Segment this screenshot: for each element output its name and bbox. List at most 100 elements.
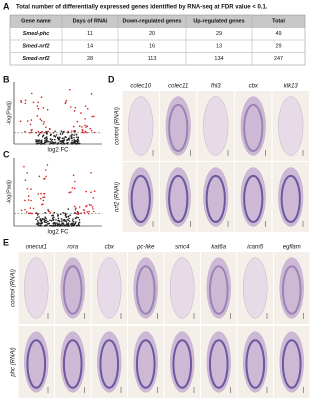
point — [57, 137, 59, 140]
point — [86, 108, 89, 110]
point — [40, 219, 42, 221]
point — [24, 102, 27, 105]
staining — [26, 339, 47, 389]
point — [29, 123, 32, 126]
point — [76, 216, 78, 218]
point — [30, 129, 33, 132]
point — [65, 216, 68, 219]
column-label: egflam — [283, 245, 301, 251]
point — [68, 137, 70, 139]
point — [30, 188, 32, 190]
point — [73, 134, 75, 136]
point — [32, 207, 35, 210]
x-axis-label: log2 FC — [47, 230, 69, 236]
point — [52, 131, 55, 134]
point — [50, 224, 53, 227]
point — [24, 99, 27, 102]
point — [73, 205, 76, 208]
point — [30, 92, 33, 95]
point — [70, 134, 73, 137]
point — [27, 195, 30, 197]
point — [26, 187, 29, 190]
point — [36, 105, 39, 107]
point — [45, 175, 47, 178]
planarian — [128, 96, 154, 156]
planarian — [203, 96, 229, 156]
point — [58, 223, 61, 226]
point — [68, 217, 70, 220]
point — [40, 131, 43, 134]
point — [57, 142, 60, 144]
point — [51, 138, 54, 141]
point — [80, 212, 82, 215]
panel-label: A — [3, 1, 10, 11]
point — [35, 140, 38, 142]
table-cell: 134 — [214, 56, 223, 62]
point — [81, 126, 83, 128]
point — [49, 128, 51, 130]
point — [31, 212, 33, 215]
point — [42, 203, 44, 205]
table-cell: Smed-nrf2 — [22, 44, 49, 50]
staining — [208, 265, 229, 315]
point — [86, 125, 89, 128]
staining — [281, 265, 302, 315]
panel-label: B — [3, 74, 10, 84]
y-axis-label: -log(Padj) — [6, 101, 12, 125]
point — [20, 101, 23, 104]
point — [40, 141, 43, 144]
point — [53, 211, 56, 214]
point — [62, 219, 64, 221]
point — [58, 137, 61, 139]
point — [53, 135, 55, 137]
point — [84, 105, 87, 107]
column-label: cbx — [105, 245, 115, 251]
point — [71, 133, 73, 136]
x-axis-label: log2 FC — [47, 148, 69, 154]
point — [66, 131, 69, 134]
point — [72, 174, 75, 177]
point — [86, 211, 88, 213]
point — [51, 142, 54, 144]
point — [40, 223, 42, 225]
point — [52, 224, 55, 227]
point — [72, 125, 75, 128]
staining — [243, 103, 264, 152]
point — [43, 196, 46, 198]
point — [67, 219, 70, 221]
point — [92, 208, 94, 210]
point — [78, 125, 81, 127]
staining — [208, 339, 229, 389]
point — [29, 207, 32, 209]
point — [42, 134, 44, 137]
point — [78, 206, 81, 208]
row-label: phc (RNAi) — [11, 347, 17, 377]
point — [37, 134, 40, 137]
point — [30, 119, 33, 121]
table-cell: 11 — [87, 31, 93, 37]
point — [37, 193, 40, 195]
point — [40, 221, 43, 223]
point — [46, 131, 49, 133]
panel-label: D — [108, 74, 115, 84]
point — [60, 220, 63, 222]
point — [46, 109, 49, 111]
point — [38, 175, 41, 178]
point — [69, 191, 72, 193]
point — [45, 221, 48, 224]
point — [44, 169, 47, 171]
point — [69, 214, 71, 217]
point — [66, 142, 69, 145]
point — [61, 224, 64, 226]
table-header: Down-regulated genes — [123, 19, 182, 25]
point — [75, 212, 78, 215]
point — [20, 209, 23, 212]
point — [35, 223, 38, 225]
point — [54, 138, 56, 141]
point — [59, 133, 62, 135]
staining — [130, 174, 151, 223]
point — [68, 220, 71, 223]
point — [20, 99, 22, 102]
row-label: control (RNAi) — [115, 107, 121, 145]
point — [37, 142, 39, 144]
